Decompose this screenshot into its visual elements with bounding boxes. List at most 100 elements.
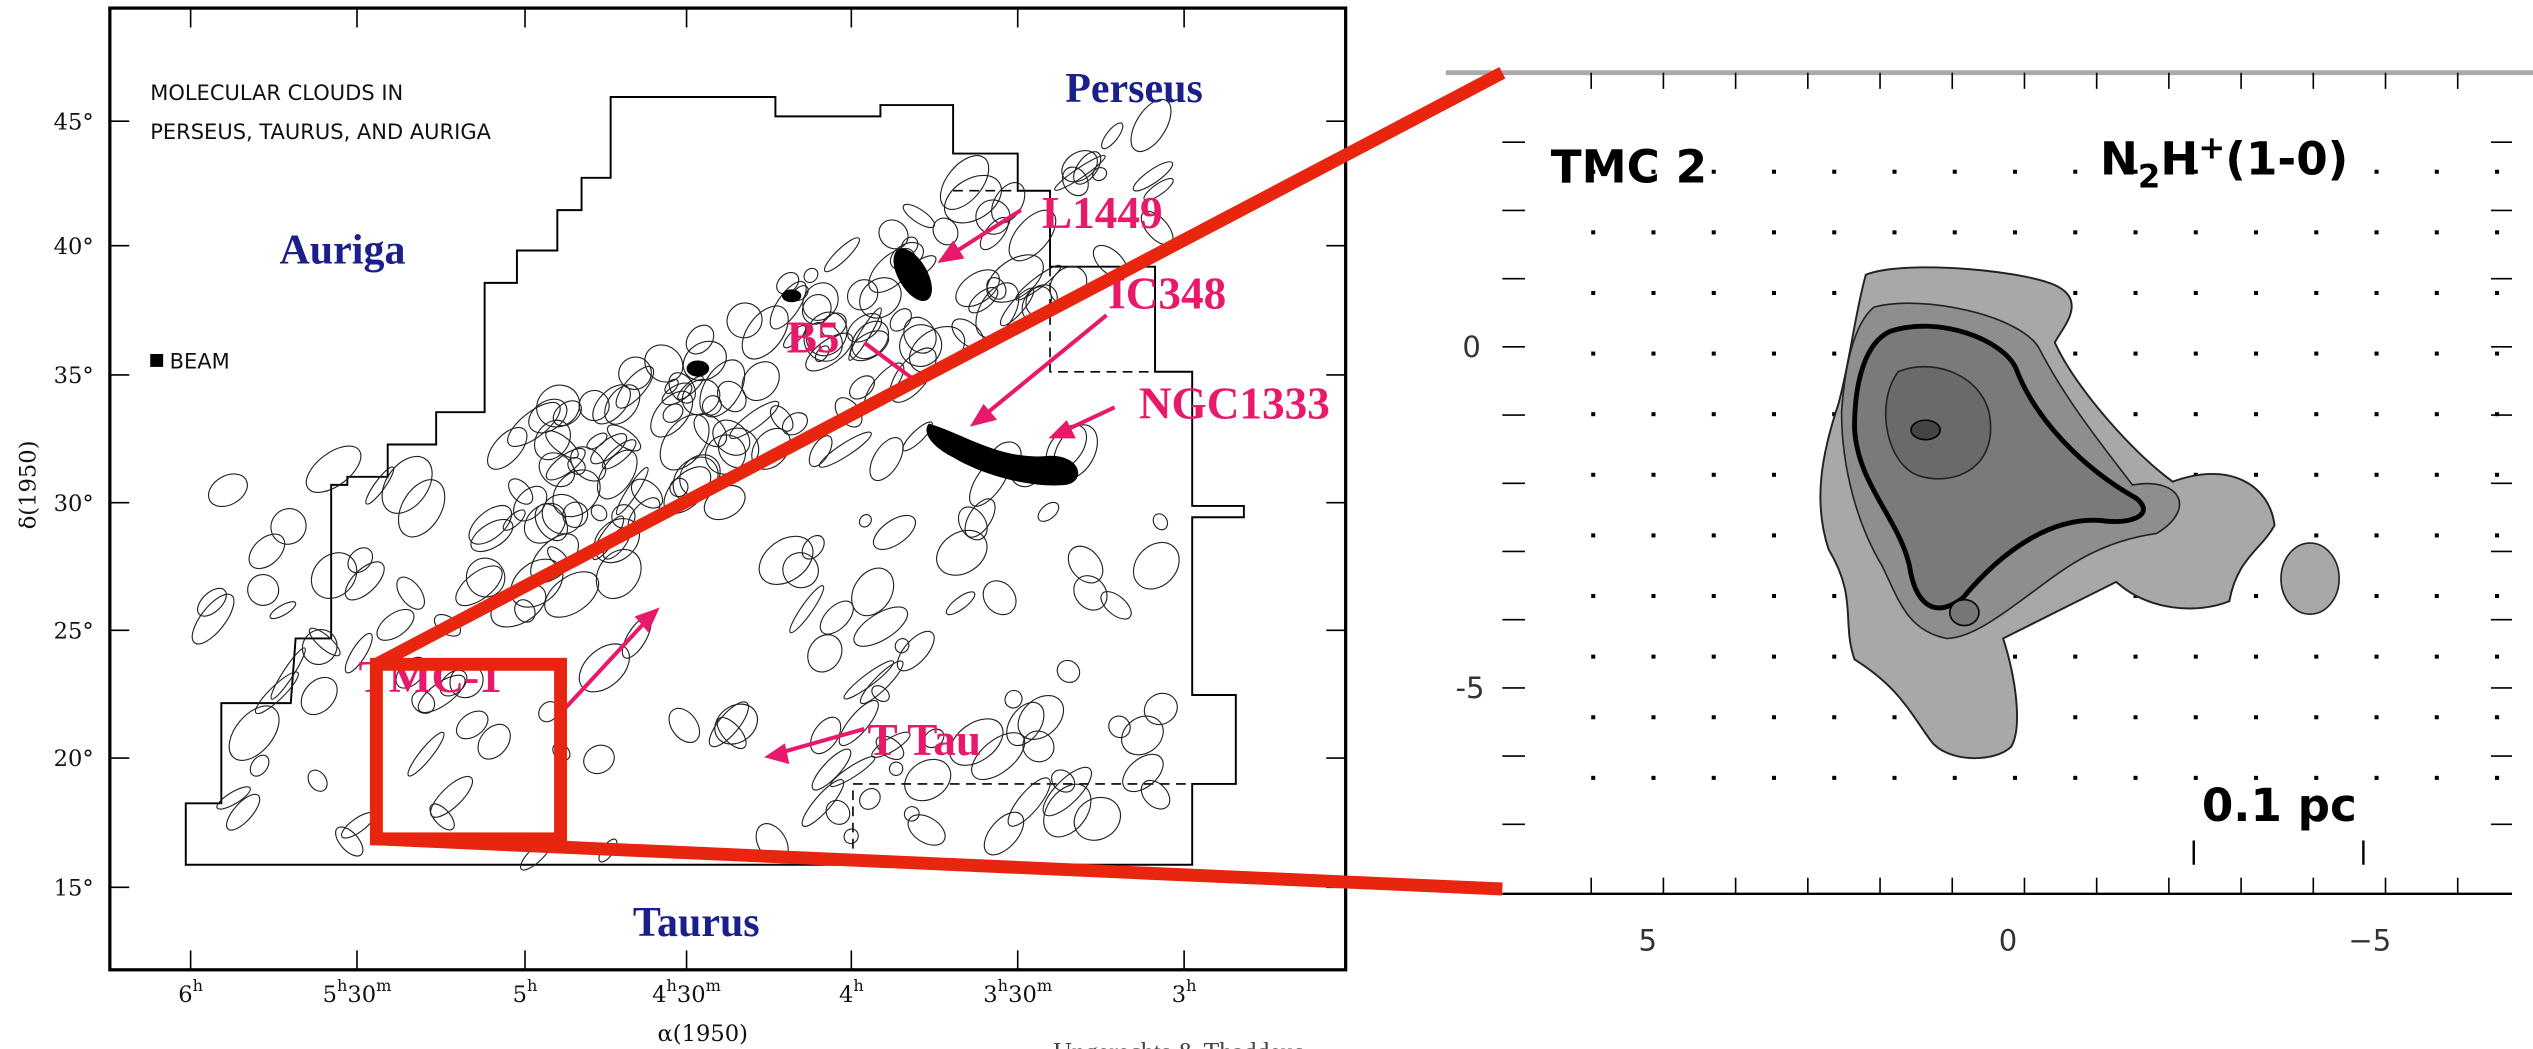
grid-dot: [2435, 352, 2439, 356]
grid-dot: [2435, 170, 2439, 174]
grid-dot: [2375, 352, 2379, 356]
y-tick-label: 20°: [54, 746, 94, 772]
grid-dot: [1651, 473, 1655, 477]
grid-dot: [2073, 230, 2077, 234]
x-tick-sup: h: [193, 976, 203, 995]
x-tick-part: 30: [1008, 982, 1037, 1008]
x-tick-part: 4: [839, 982, 853, 1008]
grid-dot: [2495, 776, 2499, 780]
grid-dot: [2435, 533, 2439, 537]
grid-dot: [1591, 533, 1595, 537]
x-tick-part: 5: [513, 982, 527, 1008]
grid-dot: [2435, 473, 2439, 477]
grid-dot: [2314, 230, 2318, 234]
map-title: MOLECULAR CLOUDS IN: [150, 81, 403, 105]
grid-dot: [1832, 594, 1836, 598]
grid-dot: [1591, 352, 1595, 356]
x-tick-part: 4: [652, 982, 666, 1008]
grid-dot: [1712, 533, 1716, 537]
x-tick-label: 5: [1638, 923, 1657, 957]
grid-dot: [2314, 291, 2318, 295]
grid-dot: [1591, 655, 1595, 659]
grid-dot: [1832, 230, 1836, 234]
grid-dot: [1772, 776, 1776, 780]
grid-dot: [2134, 352, 2138, 356]
page: html, body { margin: 0; padding: 0; back…: [0, 0, 2533, 1049]
scale-label: 0.1 pc: [2202, 779, 2357, 832]
grid-dot: [2435, 715, 2439, 719]
y-axis-label: δ(1950): [16, 440, 42, 529]
grid-dot: [2073, 715, 2077, 719]
right-map: TMC 2 N2H+(1-0) 0 -5 5 0 −5 0.1 pc: [1456, 73, 2512, 958]
grid-dot: [2134, 776, 2138, 780]
grid-dot: [1651, 594, 1655, 598]
figure: MOLECULAR CLOUDS IN PERSEUS, TAURUS, AND…: [0, 0, 2533, 1049]
grid-dot: [1651, 533, 1655, 537]
grid-dot: [2495, 594, 2499, 598]
grid-dot: [1953, 776, 1957, 780]
grid-dot: [1772, 594, 1776, 598]
line-label: N2H+(1-0): [2100, 128, 2348, 195]
x-tick-label: 4h: [839, 976, 864, 1008]
grid-dot: [2073, 291, 2077, 295]
x-tick-label: 3h: [1172, 976, 1197, 1008]
grid-dot: [2013, 230, 2017, 234]
scale-bar: [2194, 840, 2364, 864]
grid-dot: [1591, 594, 1595, 598]
x-tick-sup: h: [337, 976, 347, 995]
grid-dot: [2194, 352, 2198, 356]
line-label-sub: 2: [2138, 157, 2160, 195]
grid-dot: [1712, 715, 1716, 719]
grid-dot: [1772, 715, 1776, 719]
grid-dot: [1772, 352, 1776, 356]
grid-dot: [2194, 230, 2198, 234]
grid-dot: [2435, 594, 2439, 598]
grid-dot: [2375, 594, 2379, 598]
grid-dot: [2435, 291, 2439, 295]
grid-dot: [2254, 230, 2258, 234]
x-tick-part: 3: [983, 982, 997, 1008]
grid-dot: [2314, 655, 2318, 659]
caption: Ungerechts & Thaddeus: [1053, 1037, 1304, 1049]
grid-dot: [2375, 533, 2379, 537]
source-label: L1449: [1042, 188, 1163, 238]
grid-dot: [1832, 655, 1836, 659]
grid-dot: [2314, 412, 2318, 416]
grid-dot: [1772, 170, 1776, 174]
grid-dot: [2495, 352, 2499, 356]
grid-dot: [2013, 776, 2017, 780]
x-tick-sup: m: [376, 976, 391, 995]
grid-dot: [1651, 412, 1655, 416]
grid-dot: [2495, 291, 2499, 295]
x-tick-part: 30: [347, 982, 376, 1008]
grid-dot: [2254, 412, 2258, 416]
line-label-part: (1-0): [2225, 133, 2348, 186]
grid-dot: [1712, 776, 1716, 780]
grid-dot: [2013, 170, 2017, 174]
grid-dot: [1892, 715, 1896, 719]
grid-dot: [1651, 715, 1655, 719]
grid-dot: [1892, 776, 1896, 780]
grid-dot: [1591, 291, 1595, 295]
x-tick-sup: h: [998, 976, 1008, 995]
grid-dot: [2194, 412, 2198, 416]
x-tick-sup: m: [706, 976, 721, 995]
grid-dot: [2254, 352, 2258, 356]
grid-dot: [2495, 533, 2499, 537]
grid-dot: [2495, 230, 2499, 234]
grid-dot: [2134, 412, 2138, 416]
y-tick-label: 0: [1462, 330, 1481, 364]
grid-dot: [1712, 655, 1716, 659]
grid-dot: [2435, 412, 2439, 416]
x-tick-sup: h: [853, 976, 863, 995]
grid-dot: [2073, 776, 2077, 780]
region-label: Perseus: [1065, 66, 1203, 112]
line-label-part: H: [2160, 133, 2198, 186]
source-label: B5: [787, 312, 840, 362]
y-tick-label: 15°: [54, 875, 94, 901]
grid-dot: [2435, 776, 2439, 780]
grid-dot: [1772, 533, 1776, 537]
grid-dot: [2314, 473, 2318, 477]
y-tick-label: 45°: [54, 109, 94, 135]
x-tick-label: 4h30m: [652, 976, 721, 1008]
